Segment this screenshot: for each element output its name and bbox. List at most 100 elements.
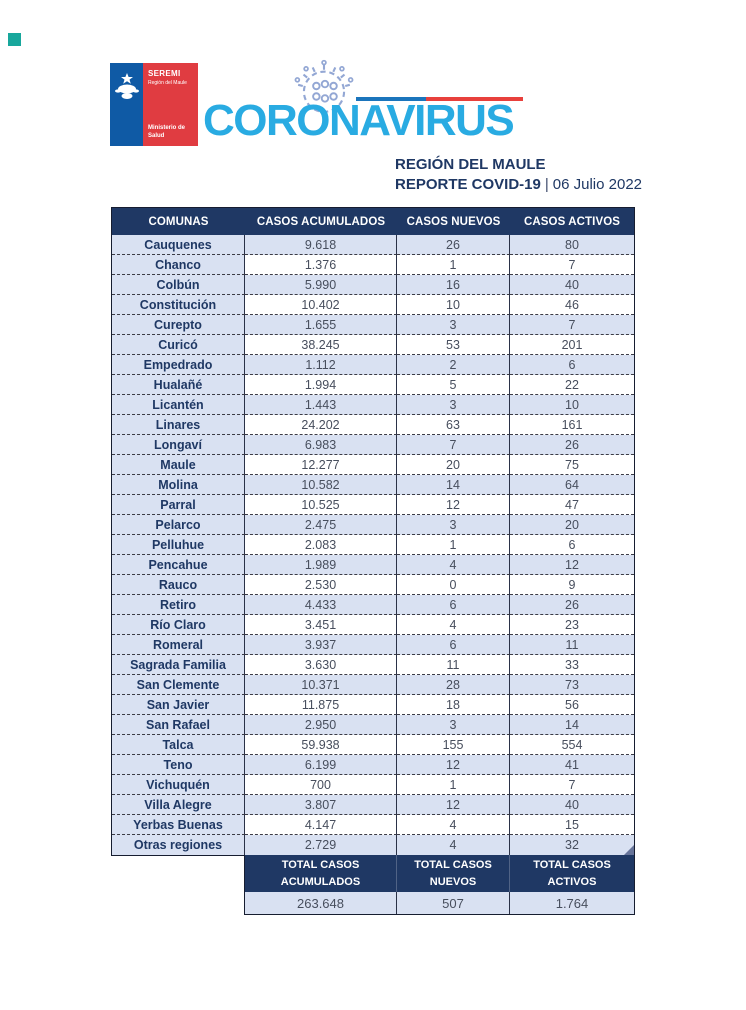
activos-cell: 26 [510,595,634,615]
nuevos-cell: 20 [397,455,510,475]
acumulados-cell: 11.875 [245,695,397,715]
activos-cell: 201 [510,335,634,355]
acumulados-cell: 1.994 [245,375,397,395]
logo-seremi-label: SEREMI [148,69,181,78]
nuevos-cell: 0 [397,575,510,595]
pipe-separator: | [544,176,549,193]
activos-cell: 32 [510,835,634,855]
nuevos-cell: 53 [397,335,510,355]
table-row: Pelluhue 2.083 1 6 [112,535,634,555]
activos-cell: 14 [510,715,634,735]
acumulados-cell: 59.938 [245,735,397,755]
nuevos-cell: 6 [397,595,510,615]
comuna-cell: Pelluhue [112,535,245,555]
table-header-row: COMUNAS CASOS ACUMULADOS CASOS NUEVOS CA… [112,208,634,235]
table-body: Cauquenes 9.618 26 80 Chanco 1.376 1 7 C… [112,235,634,855]
comuna-cell: Molina [112,475,245,495]
comuna-cell: San Clemente [112,675,245,695]
total-label-line2: ACUMULADOS [280,875,361,888]
comuna-cell: Villa Alegre [112,795,245,815]
table-row: Pencahue 1.989 4 12 [112,555,634,575]
nuevos-cell: 26 [397,235,510,255]
table-row: Retiro 4.433 6 26 [112,595,634,615]
comuna-cell: Chanco [112,255,245,275]
table-row: Molina 10.582 14 64 [112,475,634,495]
acumulados-cell: 10.371 [245,675,397,695]
table-row: Parral 10.525 12 47 [112,495,634,515]
comuna-cell: San Rafael [112,715,245,735]
acumulados-cell: 2.530 [245,575,397,595]
totals-block: TOTAL CASOS ACUMULADOS TOTAL CASOS NUEVO… [244,855,635,915]
comuna-cell: Longaví [112,435,245,455]
acumulados-cell: 3.630 [245,655,397,675]
comuna-cell: Río Claro [112,615,245,635]
nuevos-cell: 14 [397,475,510,495]
acumulados-cell: 1.989 [245,555,397,575]
nuevos-cell: 11 [397,655,510,675]
table-row: Otras regiones 2.729 4 32 [112,835,634,855]
column-header-comunas: COMUNAS [148,215,209,228]
virus-icon [294,59,354,113]
acumulados-cell: 2.083 [245,535,397,555]
activos-cell: 40 [510,275,634,295]
table-row: Licantén 1.443 3 10 [112,395,634,415]
comuna-cell: Cauquenes [112,235,245,255]
activos-cell: 15 [510,815,634,835]
activos-cell: 80 [510,235,634,255]
total-activos-label: TOTAL CASOS ACTIVOS [510,855,634,892]
acumulados-cell: 3.807 [245,795,397,815]
acumulados-cell: 4.147 [245,815,397,835]
activos-cell: 6 [510,355,634,375]
totals-header-row: TOTAL CASOS ACUMULADOS TOTAL CASOS NUEVO… [245,855,634,892]
nuevos-cell: 6 [397,635,510,655]
activos-cell: 75 [510,455,634,475]
activos-cell: 41 [510,755,634,775]
nuevos-cell: 12 [397,795,510,815]
table-row: Yerbas Buenas 4.147 4 15 [112,815,634,835]
nuevos-cell: 63 [397,415,510,435]
nuevos-cell: 4 [397,615,510,635]
comuna-cell: Empedrado [112,355,245,375]
comuna-cell: Pelarco [112,515,245,535]
table-row: Teno 6.199 12 41 [112,755,634,775]
acumulados-cell: 1.655 [245,315,397,335]
table-row: Empedrado 1.112 2 6 [112,355,634,375]
nuevos-cell: 4 [397,835,510,855]
activos-cell: 161 [510,415,634,435]
table-row: Curicó 38.245 53 201 [112,335,634,355]
logo-ministry-label: Ministerio de Salud [148,125,186,140]
activos-cell: 73 [510,675,634,695]
comuna-cell: Romeral [112,635,245,655]
accent-line-red [426,97,523,101]
comuna-cell: Licantén [112,395,245,415]
activos-cell: 47 [510,495,634,515]
comuna-cell: Curepto [112,315,245,335]
page-title: CORONAVIRUS [203,96,515,145]
region-title: REGIÓN DEL MAULE [395,156,546,173]
activos-cell: 554 [510,735,634,755]
nuevos-cell: 12 [397,495,510,515]
table-row: Colbún 5.990 16 40 [112,275,634,295]
table-row: Longaví 6.983 7 26 [112,435,634,455]
nuevos-cell: 28 [397,675,510,695]
nuevos-cell: 4 [397,815,510,835]
logo-red-panel: SEREMI Región del Maule Ministerio de Sa… [143,63,198,146]
acumulados-cell: 12.277 [245,455,397,475]
nuevos-cell: 1 [397,255,510,275]
total-label-line1: TOTAL CASOS [281,859,360,871]
total-activos-value: 1.764 [555,895,589,911]
acumulados-cell: 1.376 [245,255,397,275]
activos-cell: 7 [510,255,634,275]
comuna-cell: Linares [112,415,245,435]
comuna-cell: Hualañé [112,375,245,395]
table-row: Río Claro 3.451 4 23 [112,615,634,635]
acumulados-cell: 700 [245,775,397,795]
activos-cell: 7 [510,775,634,795]
table-row: Pelarco 2.475 3 20 [112,515,634,535]
activos-cell: 64 [510,475,634,495]
total-acumulados-value: 263.648 [245,892,397,914]
activos-cell: 6 [510,535,634,555]
nuevos-cell: 5 [397,375,510,395]
comuna-cell: Curicó [112,335,245,355]
